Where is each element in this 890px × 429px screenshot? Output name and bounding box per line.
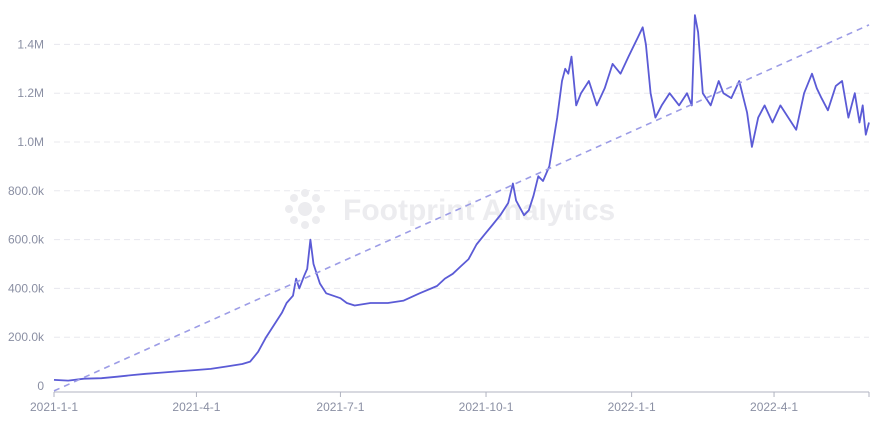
watermark: Footprint Analytics xyxy=(285,189,615,229)
series-line xyxy=(53,14,870,382)
y-tick-label: 200.0k xyxy=(8,330,45,344)
y-tick-label: 0 xyxy=(37,379,44,393)
x-tick-label: 2021-7-1 xyxy=(316,400,364,414)
x-tick-label: 2022-4-1 xyxy=(750,400,798,414)
trend-line xyxy=(53,24,870,392)
y-tick-label: 1.4M xyxy=(17,37,44,51)
y-tick-label: 1.2M xyxy=(17,86,44,100)
y-tick-label: 400.0k xyxy=(8,281,45,295)
x-tick-label: 2021-1-1 xyxy=(30,400,78,414)
gridlines xyxy=(54,43,869,338)
x-tick-label: 2021-10-1 xyxy=(459,400,514,414)
y-tick-label: 600.0k xyxy=(8,233,45,247)
x-tick-label: 2022-1-1 xyxy=(608,400,656,414)
series xyxy=(53,14,870,392)
y-tick-label: 1.0M xyxy=(17,135,44,149)
y-tick-label: 800.0k xyxy=(8,184,45,198)
axes: 0 200.0k 400.0k 600.0k 800.0k 1.0M 1.2M 1.4M 202… xyxy=(8,37,870,414)
footprint-logo-icon xyxy=(285,189,325,229)
watermark-text: Footprint Analytics xyxy=(343,194,615,227)
x-tick-label: 2021-4-1 xyxy=(172,400,220,414)
